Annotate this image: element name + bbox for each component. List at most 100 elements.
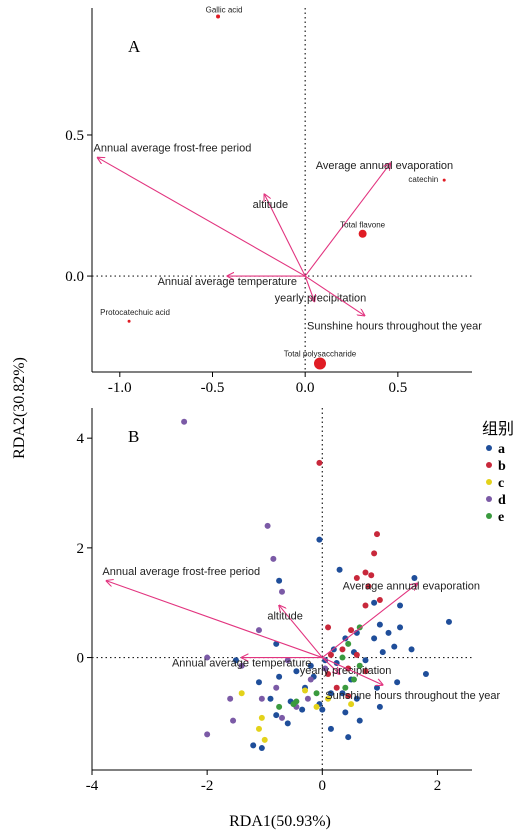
panel-b-point-d-17 (322, 665, 329, 672)
panel-b-vector-arrow-2 (279, 605, 323, 658)
legend-label-a: a (498, 442, 505, 457)
panel-b-point-d-10 (230, 717, 237, 724)
panel-a-x-tick-label-0: -1.0 (108, 380, 132, 396)
legend-label-d: d (498, 493, 506, 508)
panel-b-x-tick-label-1: -2 (201, 778, 214, 794)
legend-swatch-b (486, 462, 492, 468)
panel-b-vector-label-5: Sunshine hours throughout the year (325, 690, 500, 702)
panel-b-point-c-4 (313, 703, 320, 710)
panel-b-point-b-10 (339, 646, 346, 653)
panel-a-species-point-1 (442, 178, 446, 182)
panel-b-point-b-4 (368, 572, 375, 579)
panel-b-point-c-2 (255, 725, 262, 732)
panel-b-vector-arrow-1 (321, 584, 417, 658)
panel-b-point-a-36 (345, 734, 352, 741)
panel-a-species-label-2: Total flavone (340, 221, 385, 230)
legend-label-b: b (498, 459, 506, 474)
panel-a-vector-label-3: Annual average temperature (158, 276, 297, 288)
panel-b-point-b-18 (325, 624, 332, 631)
panel-b-point-b-11 (327, 651, 334, 658)
panel-b-point-e-7 (276, 703, 283, 710)
panel-b-point-a-6 (385, 629, 392, 636)
panel-b-vector-label-4: yearly precipitation (300, 665, 392, 677)
panel-b-point-e-8 (290, 701, 297, 708)
panel-b-vector-label-1: Average annual evaporation (343, 581, 480, 593)
panel-b-point-d-9 (273, 684, 280, 691)
panel-b-point-a-46 (319, 706, 326, 713)
panel-b-point-a-31 (273, 712, 280, 719)
panel-b-point-b-16 (345, 692, 352, 699)
panel-b-point-a-32 (250, 742, 257, 749)
panel-b-point-a-15 (422, 671, 429, 678)
panel-a-vector-arrow-5 (304, 275, 364, 316)
panel-a-species-point-4 (314, 357, 326, 370)
panel-b-point-b-8 (362, 602, 369, 609)
panel-a-species-label-1: catechin (408, 175, 438, 184)
panel-b-point-e-1 (345, 640, 352, 647)
panel-b-point-a-1 (336, 566, 343, 573)
legend-title: 组别 (482, 420, 514, 438)
panel-a-y-tick-label-1: 0.5 (65, 128, 84, 144)
panel-b-point-e-2 (339, 654, 346, 661)
panel-b-point-d-6 (238, 662, 245, 669)
panel-b-point-a-33 (258, 745, 265, 752)
panel-b-point-d-5 (204, 654, 211, 661)
panel-b-point-d-14 (304, 695, 311, 702)
panel-a-vector-arrow-0 (98, 158, 306, 277)
panel-b-point-b-6 (365, 583, 372, 590)
panel-b-point-a-45 (232, 657, 239, 664)
legend-swatch-a (486, 445, 492, 451)
panel-b-y-tick-label-1: 2 (77, 541, 85, 557)
panel-b-label: B (128, 427, 139, 446)
panel-a-x-tick-label-3: 0.5 (388, 380, 407, 396)
panel-b-vector-arrow-4 (321, 657, 339, 674)
panel-b-point-a-25 (327, 690, 334, 697)
panel-a-vector-label-5: Sunshine hours throughout the year (307, 321, 482, 333)
panel-b-y-tick-label-0: 0 (77, 651, 85, 667)
panel-b-point-a-16 (394, 679, 401, 686)
panel-a-species-label-0: Gallic acid (206, 5, 243, 14)
panel-b-point-d-11 (204, 731, 211, 738)
y-axis-title: RDA2(30.82%) (11, 357, 28, 459)
panel-b-point-a-26 (353, 695, 360, 702)
panel-a-vector-label-2: altitude (253, 199, 288, 211)
panel-b-point-d-1 (264, 522, 271, 529)
panel-b-point-d-4 (255, 627, 262, 634)
panel-b-point-d-7 (227, 695, 234, 702)
panel-b-point-a-37 (299, 706, 306, 713)
panel-a-vector-arrow-4 (304, 275, 314, 301)
panel-b-point-b-15 (333, 684, 340, 691)
panel-b-point-c-7 (302, 687, 309, 694)
panel-b-point-e-9 (313, 690, 320, 697)
panel-b-point-a-39 (273, 640, 280, 647)
panel-b-point-e-4 (350, 676, 357, 683)
legend-label-c: c (498, 476, 504, 491)
panel-a-species-label-4: Total polysaccharide (284, 350, 357, 359)
panel-b-point-d-16 (284, 657, 291, 664)
panel-b-point-c-0 (238, 690, 245, 697)
panel-a-label: A (128, 37, 141, 56)
panel-b-y-tick-label-2: 4 (77, 431, 85, 447)
panel-a-vector-arrow-1 (304, 163, 390, 277)
panel-b-point-a-17 (374, 684, 380, 691)
panel-b-point-a-20 (307, 662, 314, 669)
panel-b-vector-label-0: Annual average frost-free period (102, 566, 260, 578)
panel-b-point-a-40 (371, 599, 378, 606)
panel-a-x-tick-label-1: -0.5 (201, 380, 225, 396)
panel-b: B -4 -2 0 2 0 2 4 Annual average frost-free pe… (77, 408, 501, 794)
panel-b-point-a-21 (293, 668, 300, 675)
panel-b-point-b-3 (362, 569, 369, 576)
panel-b-point-e-5 (342, 684, 349, 691)
panel-b-point-d-8 (258, 695, 265, 702)
panel-b-point-c-6 (348, 701, 355, 708)
panel-b-point-a-3 (445, 618, 452, 625)
panel-b-point-b-7 (376, 596, 383, 603)
panel-a-vector-arrow-2 (264, 194, 306, 277)
panel-b-vector-arrow-0 (106, 581, 323, 659)
panel-a: A -1.0 -0.5 0.0 0.5 0.0 0.5 Annual average fr… (65, 5, 482, 396)
panel-b-point-a-38 (276, 577, 283, 584)
panel-b-point-a-8 (371, 635, 378, 642)
panel-a-vector-label-1: Average annual evaporation (316, 160, 453, 172)
